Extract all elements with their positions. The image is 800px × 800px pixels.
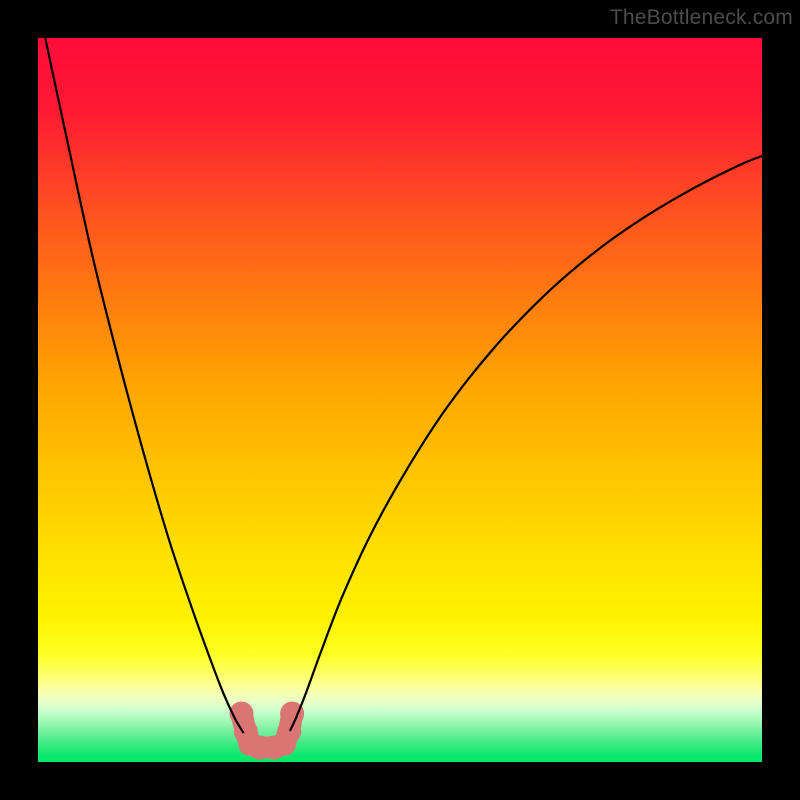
v-curve-left — [45, 38, 243, 733]
well-marker-dots — [229, 701, 304, 759]
chart-svg — [38, 38, 762, 762]
v-curve-right — [290, 156, 762, 731]
watermark-text: TheBottleneck.com — [610, 6, 793, 30]
plot-area — [38, 38, 762, 762]
stage: TheBottleneck.com — [0, 0, 800, 800]
